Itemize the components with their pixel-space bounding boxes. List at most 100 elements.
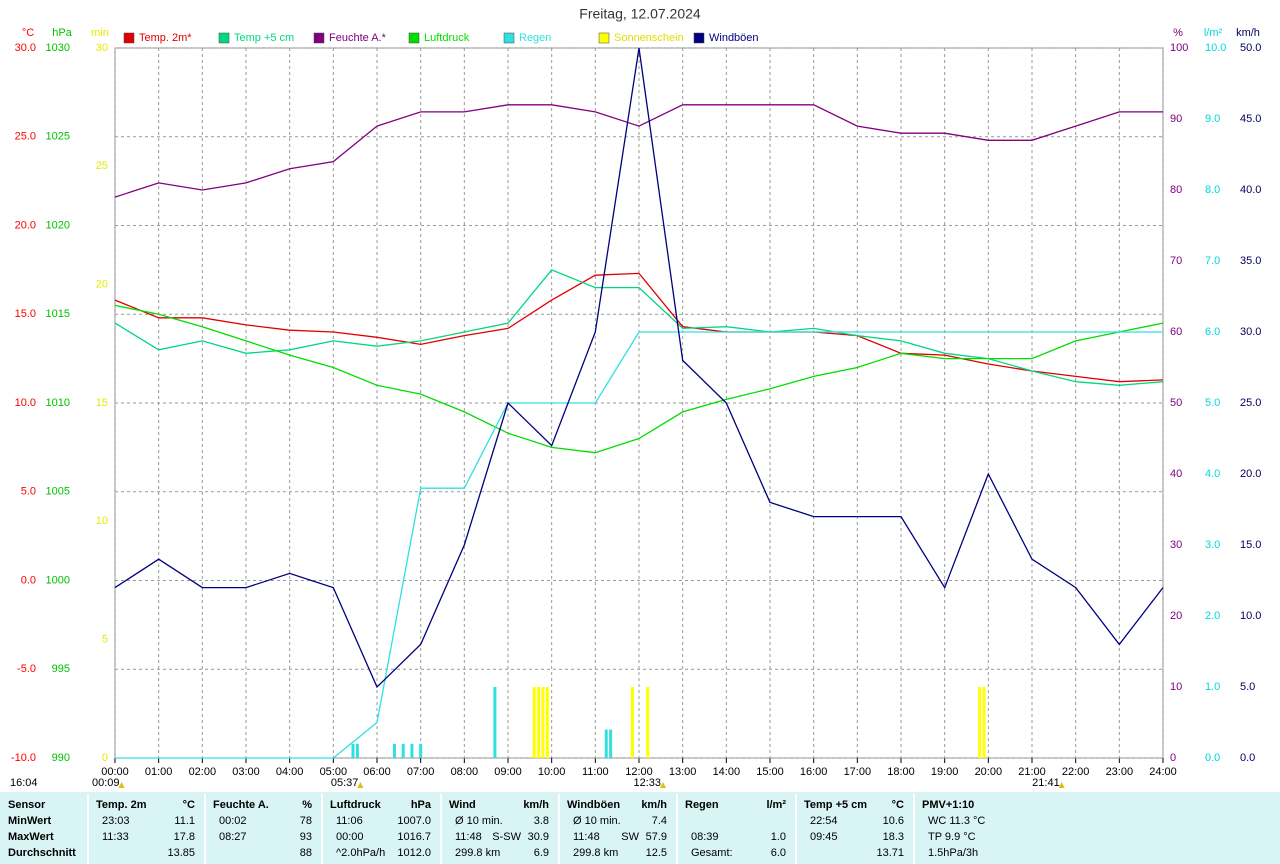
y-tick-label: 90: [1170, 113, 1182, 125]
y-tick-label: 10.0: [1205, 42, 1226, 54]
y-tick-label: 35.0: [1240, 255, 1261, 267]
y-tick-label: 4.0: [1205, 468, 1220, 480]
table-cell: ^2.0hPa/h: [336, 847, 385, 859]
x-tick-label: 07:00: [407, 766, 435, 778]
series-line: [114, 47, 1164, 689]
table-cell: 3.8: [534, 815, 549, 827]
x-tick-label: 01:00: [145, 766, 173, 778]
y-tick-label: 15.0: [1240, 539, 1261, 551]
y-tick-label: 2.0: [1205, 610, 1220, 622]
legend-label: Temp +5 cm: [234, 32, 294, 44]
column-unit: l/m²: [766, 799, 786, 811]
axis-unit: °C: [22, 27, 34, 39]
bar: [419, 743, 423, 758]
background: [0, 0, 1280, 790]
table-cell: Ø 10 min.: [455, 815, 503, 827]
table-cell: 11.1: [174, 815, 195, 827]
legend-label: Feuchte A.*: [329, 32, 387, 44]
bar: [541, 687, 545, 758]
bar: [978, 687, 982, 758]
y-tick-label: -5.0: [17, 663, 36, 675]
column-header: Sensor: [8, 799, 46, 811]
column-header: Luftdruck: [330, 799, 382, 811]
legend-swatch: [408, 32, 420, 44]
legend-label: Luftdruck: [424, 32, 470, 44]
y-tick-label: 995: [52, 663, 70, 675]
y-tick-label: 8.0: [1205, 184, 1220, 196]
stats-table: Sensor MinWert MaxWert Durchschnitt Temp. 2m…: [8, 794, 985, 864]
bar: [982, 687, 986, 758]
table-cell: SW: [621, 831, 639, 843]
bar: [545, 687, 549, 758]
x-tick-label: 19:00: [931, 766, 959, 778]
legend-label: Windböen: [709, 32, 759, 44]
legend-label: Regen: [519, 32, 551, 44]
marker: [118, 782, 125, 788]
bar: [392, 743, 396, 758]
table-cell: 11:48: [573, 831, 600, 843]
y-tick-label: 15.0: [15, 308, 36, 320]
table-cell: 1.0: [771, 831, 786, 843]
table-cell: 18.3: [883, 831, 904, 843]
marker: [660, 782, 667, 788]
y-tick-label: 10: [96, 515, 108, 527]
y-tick-label: 1010: [46, 397, 70, 409]
y-tick-label: 25.0: [15, 131, 36, 143]
y-tick-label: 10.0: [15, 397, 36, 409]
bar: [630, 687, 634, 758]
column-header: Windböen: [567, 799, 620, 811]
column-unit: km/h: [641, 799, 667, 811]
y-tick-label: 1030: [46, 42, 70, 54]
series-line: [114, 304, 1164, 454]
table-cell: 1012.0: [397, 847, 431, 859]
y-tick-label: 0.0: [21, 574, 36, 586]
x-tick-label: 17:00: [844, 766, 872, 778]
y-tick-label: 60: [1170, 326, 1182, 338]
table-cell: Gesamt:: [691, 847, 733, 859]
table-cell: 13.85: [167, 847, 195, 859]
x-tick-label: 06:00: [363, 766, 391, 778]
bar: [351, 743, 355, 758]
table-cell: 00:02: [219, 815, 247, 827]
table-cell: 78: [300, 815, 312, 827]
bar: [532, 687, 536, 758]
y-tick-label: 50.0: [1240, 42, 1261, 54]
x-tick-label: 21:00: [1018, 766, 1046, 778]
table-cell: 7.4: [652, 815, 667, 827]
table-cell: 57.9: [646, 831, 667, 843]
y-tick-label: 45.0: [1240, 113, 1261, 125]
y-tick-label: -10.0: [11, 752, 36, 764]
x-tick-label: 03:00: [232, 766, 260, 778]
y-tick-label: 20: [96, 279, 108, 291]
update-time: 16:04: [10, 777, 38, 789]
table-cell: 1.5hPa/3h: [928, 847, 978, 859]
y-tick-label: 30.0: [1240, 326, 1261, 338]
y-tick-label: 0: [102, 752, 108, 764]
table-cell: 1016.7: [397, 831, 431, 843]
x-tick-label: 08:00: [451, 766, 479, 778]
column-unit: km/h: [523, 799, 549, 811]
y-tick-label: 1020: [46, 219, 70, 231]
legend-label: Sonnenschein: [614, 32, 684, 44]
table-cell: 6.0: [771, 847, 786, 859]
table-cell: 11:33: [102, 831, 129, 843]
table-cell: 1007.0: [397, 815, 431, 827]
y-tick-label: 7.0: [1205, 255, 1220, 267]
x-tick-label: 18:00: [887, 766, 915, 778]
table-background: [0, 792, 1280, 864]
axis-unit: km/h: [1236, 27, 1260, 39]
table-cell: 299.8 km: [455, 847, 500, 859]
table-cell: 93: [300, 831, 312, 843]
y-tick-label: 1015: [46, 308, 70, 320]
legend-swatch: [218, 32, 230, 44]
y-tick-label: 5.0: [1240, 681, 1255, 693]
table-cell: 6.9: [534, 847, 549, 859]
table-cell: 23:03: [102, 815, 130, 827]
series-line: [114, 272, 1164, 383]
x-tick-label: 16:00: [800, 766, 828, 778]
table-cell: 17.8: [174, 831, 195, 843]
table-cell: 30.9: [528, 831, 549, 843]
legend-swatch: [693, 32, 705, 44]
marker-label: 21:41: [1032, 777, 1060, 789]
